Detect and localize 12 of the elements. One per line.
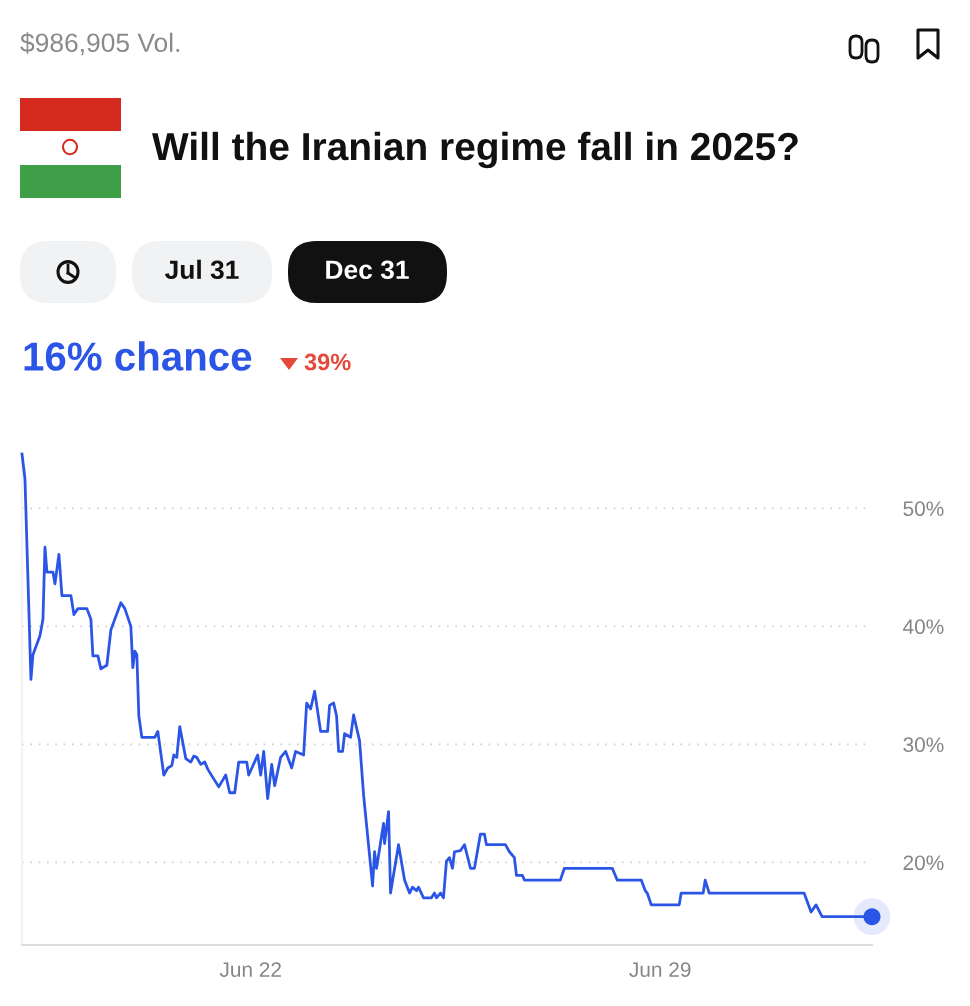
y-tick-label: 30% (903, 737, 944, 753)
x-tick-label: Jun 22 (219, 962, 281, 977)
text: 39% (304, 353, 351, 371)
text: Dec 31 (326, 260, 409, 280)
x-tick-label: Jun 29 (629, 962, 691, 977)
text: $986,905 Vol. (20, 32, 180, 56)
text: Jul 31 (165, 259, 239, 280)
text: 16% chance (24, 341, 252, 371)
chart-title: Will the Iranian regime fall in 2025? (152, 131, 798, 169)
y-tick-label: 50% (903, 501, 944, 517)
y-tick-label: 20% (903, 855, 944, 871)
y-tick-label: 40% (903, 619, 944, 635)
